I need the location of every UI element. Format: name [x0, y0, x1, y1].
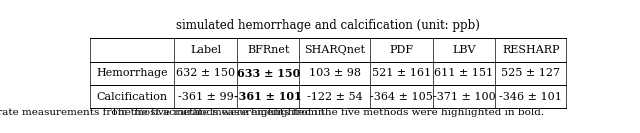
- Text: 632 ± 150: 632 ± 150: [176, 68, 235, 78]
- Text: -122 ± 54: -122 ± 54: [307, 92, 363, 101]
- Text: Label: Label: [190, 45, 221, 55]
- Text: Calcification: Calcification: [97, 92, 168, 101]
- Text: BFRnet: BFRnet: [247, 45, 289, 55]
- Text: simulated hemorrhage and calcification (unit: ppb): simulated hemorrhage and calcification (…: [176, 19, 480, 32]
- Text: -346 ± 101: -346 ± 101: [499, 92, 562, 101]
- Text: -361 ± 101: -361 ± 101: [234, 91, 302, 102]
- Text: 633 ± 150: 633 ± 150: [237, 68, 300, 79]
- Text: 611 ± 151: 611 ± 151: [435, 68, 493, 78]
- Text: The most accurate measurements from the five methods were highlighted in bold.: The most accurate measurements from the …: [111, 108, 545, 117]
- Text: 103 ± 98: 103 ± 98: [309, 68, 361, 78]
- Text: -361 ± 99: -361 ± 99: [178, 92, 234, 101]
- Text: 521 ± 161: 521 ± 161: [372, 68, 431, 78]
- Text: Hemorrhage: Hemorrhage: [96, 68, 168, 78]
- Text: PDF: PDF: [389, 45, 413, 55]
- Text: 525 ± 127: 525 ± 127: [501, 68, 560, 78]
- Text: LBV: LBV: [452, 45, 476, 55]
- Text: -364 ± 105: -364 ± 105: [370, 92, 433, 101]
- Text: -371 ± 100: -371 ± 100: [433, 92, 495, 101]
- Text: The most accurate measurements from the five methods were highlighted in: The most accurate measurements from the …: [0, 108, 328, 117]
- Text: SHARQnet: SHARQnet: [304, 45, 365, 55]
- Text: The most accurate measurements from the five methods were highlighted in bold.: The most accurate measurements from the …: [111, 108, 545, 117]
- Text: RESHARP: RESHARP: [502, 45, 559, 55]
